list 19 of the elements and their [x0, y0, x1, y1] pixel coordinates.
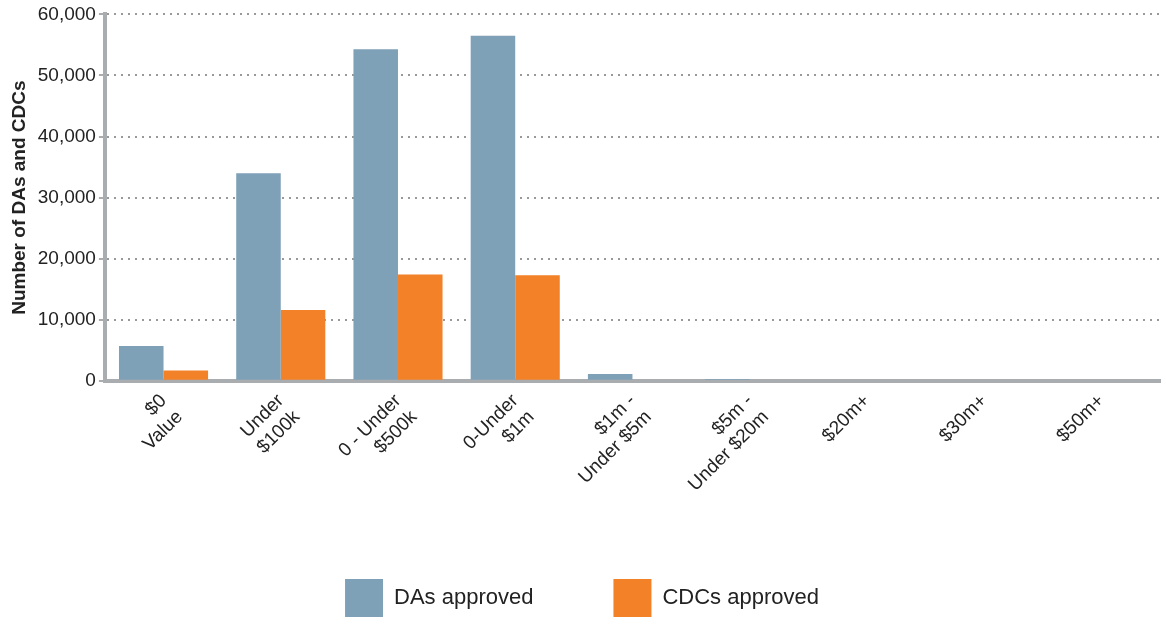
bar [118, 346, 164, 380]
bar [515, 275, 560, 380]
legend-label: DAs approved [394, 584, 534, 610]
bar [163, 370, 209, 380]
legend-label: CDCs approved [662, 584, 819, 610]
y-tick-label: 0 [85, 369, 96, 391]
y-tick-label: 40,000 [37, 124, 96, 146]
bar [236, 173, 281, 380]
y-tick-label: 50,000 [37, 63, 96, 85]
bar [280, 309, 326, 380]
bar [397, 274, 443, 380]
y-tick-label: 30,000 [37, 185, 96, 207]
y-tick-label: 20,000 [37, 246, 96, 268]
bar [353, 49, 398, 380]
bar [470, 35, 516, 380]
y-tick-label: 10,000 [37, 307, 96, 329]
bar [587, 374, 633, 380]
y-axis-title: Number of DAs and CDCs [7, 80, 29, 315]
y-tick-label: 60,000 [37, 2, 96, 24]
